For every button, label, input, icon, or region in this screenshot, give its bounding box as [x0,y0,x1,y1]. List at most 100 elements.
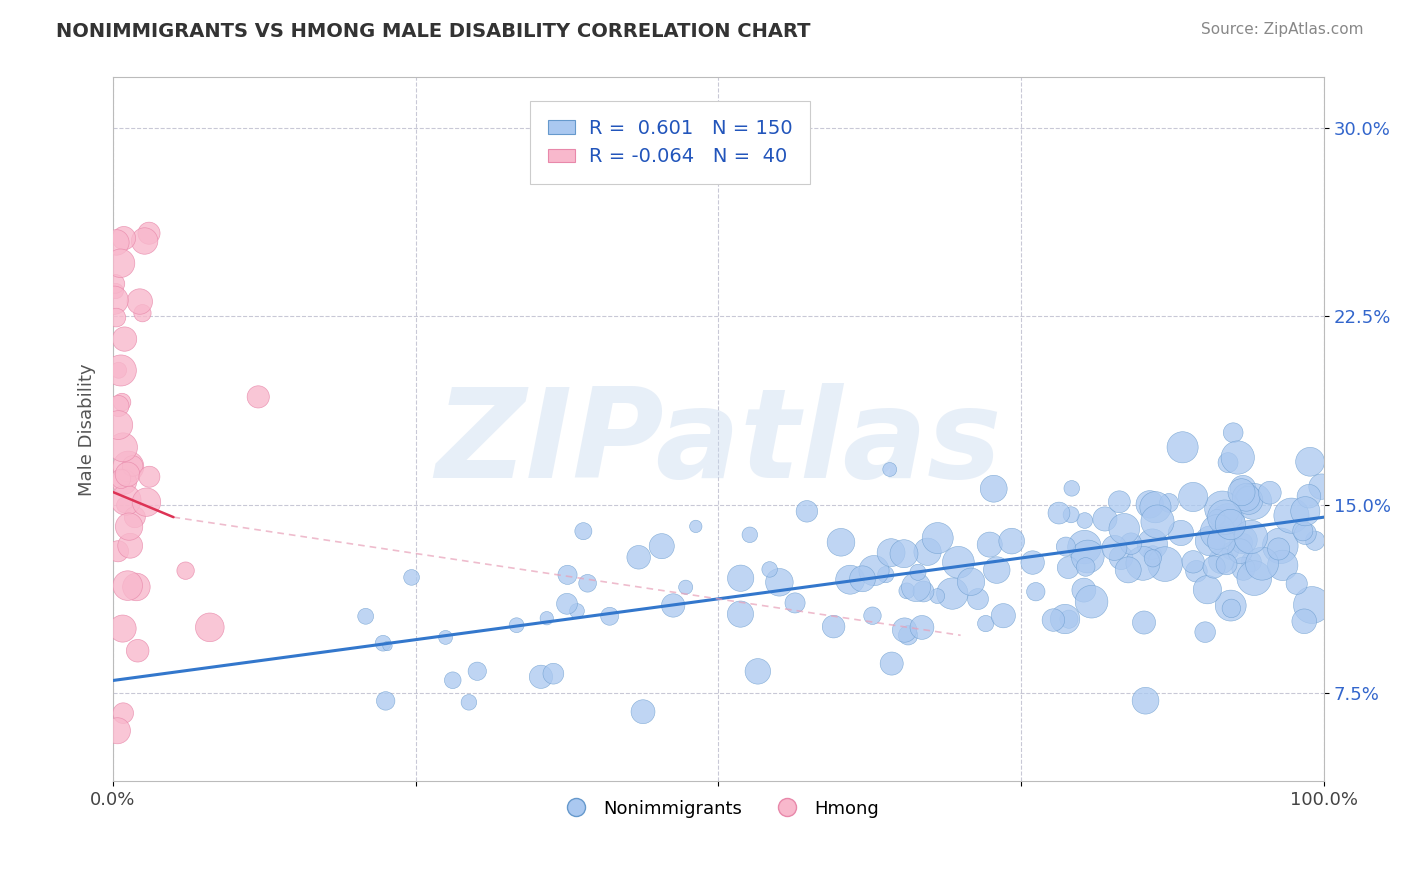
Point [377,639,399,653]
Point [530,670,553,684]
Point [543,666,565,681]
Point [796,504,818,518]
Point [1146,515,1168,529]
Point [1057,612,1080,626]
Point [1080,595,1102,609]
Point [893,623,915,637]
Point [1157,496,1180,510]
Text: NONIMMIGRANTS VS HMONG MALE DISABILITY CORRELATION CHART: NONIMMIGRANTS VS HMONG MALE DISABILITY C… [56,22,811,41]
Point [110,363,132,377]
Point [1222,425,1244,440]
Point [104,277,127,291]
Point [839,573,862,587]
Point [823,619,845,633]
Point [1074,560,1097,574]
Point [1243,571,1265,585]
Point [112,231,135,245]
Point [354,609,377,624]
Point [907,566,929,580]
Point [1077,549,1099,564]
Point [1229,544,1251,558]
Point [1074,514,1097,528]
Point [758,562,780,576]
Point [1199,533,1222,548]
Point [1230,485,1253,500]
Point [1206,524,1229,539]
Point [1294,504,1316,518]
Point [862,608,884,623]
Point [1232,535,1254,549]
Point [631,705,654,719]
Point [1271,558,1294,573]
Point [1303,533,1326,548]
Point [1185,564,1208,578]
Point [599,609,621,624]
Point [912,584,935,599]
Legend: Nonimmigrants, Hmong: Nonimmigrants, Hmong [551,792,886,825]
Point [1220,601,1243,615]
Point [104,284,127,298]
Point [128,294,150,309]
Point [111,622,134,636]
Point [983,482,1005,496]
Point [1108,495,1130,509]
Point [1133,615,1156,630]
Point [371,636,394,650]
Point [1194,625,1216,640]
Point [134,234,156,248]
Point [974,616,997,631]
Point [1232,533,1254,547]
Point [107,399,129,413]
Point [1292,524,1315,538]
Point [905,580,928,594]
Point [1294,526,1316,541]
Point [1182,490,1205,504]
Point [111,440,134,454]
Point [1047,506,1070,520]
Point [1270,539,1292,553]
Point [1232,481,1254,495]
Point [1116,563,1139,577]
Point [110,256,132,270]
Point [374,694,396,708]
Point [730,571,752,585]
Point [401,570,423,584]
Point [1060,481,1083,495]
Point [1219,544,1241,558]
Point [627,550,650,565]
Point [1001,534,1024,549]
Point [993,608,1015,623]
Point [107,544,129,558]
Point [979,538,1001,552]
Point [115,493,138,508]
Point [1119,536,1142,550]
Point [114,332,136,346]
Point [131,306,153,320]
Point [1251,557,1274,571]
Point [138,226,160,240]
Point [893,547,915,561]
Point [441,673,464,688]
Point [1267,541,1289,556]
Point [105,235,128,250]
Point [1219,517,1241,532]
Point [1139,497,1161,511]
Point [1216,513,1239,527]
Point [1073,540,1095,554]
Point [117,579,139,593]
Point [1298,489,1320,503]
Point [783,596,806,610]
Point [917,545,939,559]
Point [1073,583,1095,598]
Point [105,310,128,325]
Point [1211,501,1233,516]
Point [1042,613,1064,627]
Point [117,459,139,474]
Point [107,723,129,738]
Point [730,607,752,621]
Point [107,363,129,377]
Point [536,611,558,625]
Point [1240,555,1263,569]
Point [576,576,599,591]
Point [121,458,143,473]
